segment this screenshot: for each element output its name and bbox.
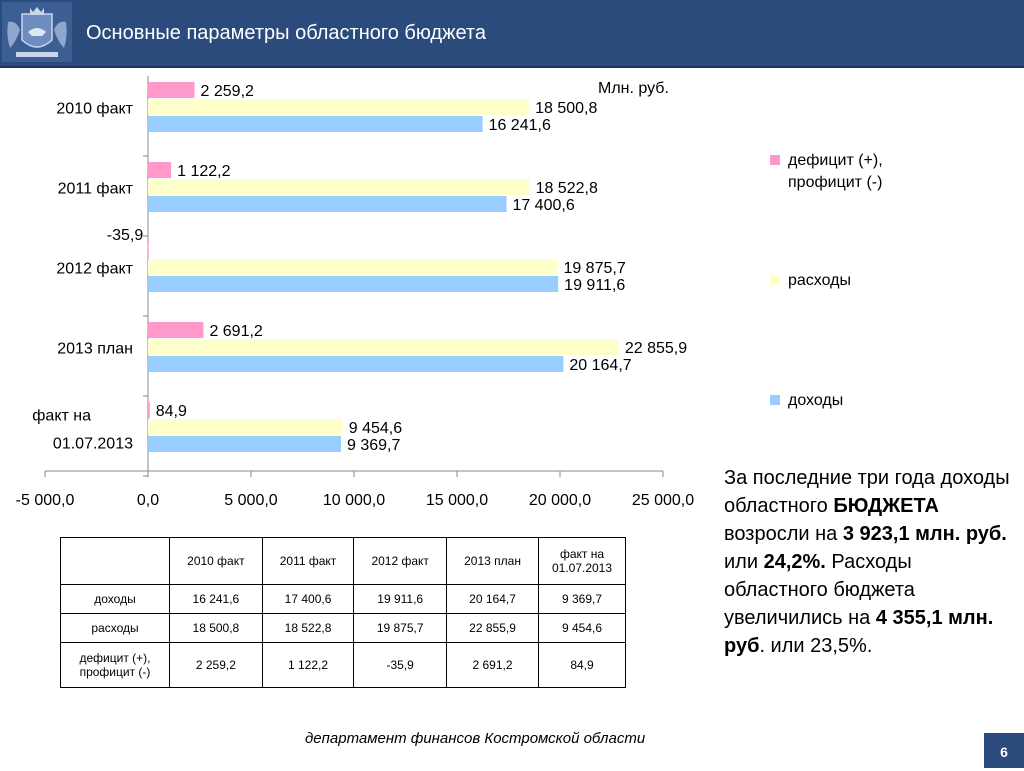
data-label: 17 400,6 xyxy=(512,197,574,214)
table-header-cell: факт на 01.07.2013 xyxy=(538,537,626,585)
summary-text-bold: 4 355,1 млн. руб xyxy=(724,607,994,657)
table-row: дефицит (+), профицит (-) 2 259,2 1 122,… xyxy=(60,642,626,688)
category-label: 2013 план xyxy=(57,341,133,358)
x-tick-label: 25 000,0 xyxy=(632,492,694,509)
table-header-cell: 2010 факт xyxy=(169,537,263,585)
data-label: 2 691,2 xyxy=(209,323,262,340)
x-tick-label: 0,0 xyxy=(137,492,159,509)
category-label: 2011 факт xyxy=(58,181,134,198)
header-bar: Основные параметры областного бюджета xyxy=(0,0,1024,68)
table-cell: 9 369,7 xyxy=(538,584,626,614)
bar-expenses xyxy=(148,179,530,195)
table-cell: 22 855,9 xyxy=(446,613,539,643)
bar-income xyxy=(148,196,507,212)
table-row: расходы 18 500,8 18 522,8 19 875,7 22 85… xyxy=(60,613,626,643)
bar-deficit xyxy=(148,322,204,338)
table-header-cell xyxy=(60,537,170,585)
table-cell: 2 259,2 xyxy=(169,642,263,688)
bar-income xyxy=(148,116,483,132)
legend-swatch-blue xyxy=(770,395,780,405)
data-label: 1 122,2 xyxy=(177,163,230,180)
table-cell: 17 400,6 xyxy=(261,584,355,614)
data-label: 19 911,6 xyxy=(564,277,625,294)
summary-text-part: или xyxy=(724,551,764,573)
x-tick-label: 20 000,0 xyxy=(529,492,591,509)
table-cell: -35,9 xyxy=(353,642,448,688)
bar-deficit xyxy=(147,242,149,258)
bar-expenses xyxy=(148,419,343,435)
footer-text: департамент финансов Костромской области xyxy=(305,730,646,747)
bar-deficit xyxy=(148,162,172,178)
legend-swatch-pink xyxy=(770,155,780,165)
x-tick-label: -5 000,0 xyxy=(16,492,75,509)
x-tick-label: 5 000,0 xyxy=(224,492,277,509)
data-label: 84,9 xyxy=(156,403,187,420)
table-header-row: 2010 факт 2011 факт 2012 факт 2013 план … xyxy=(60,537,626,585)
legend-swatch-yellow xyxy=(770,275,780,285)
chart-unit-label: Млн. руб. xyxy=(598,80,669,97)
table-cell: 19 911,6 xyxy=(353,584,448,614)
data-label: 9 369,7 xyxy=(347,437,400,454)
table-cell: дефицит (+), профицит (-) xyxy=(60,642,170,688)
x-tick-label: 15 000,0 xyxy=(426,492,488,509)
data-label: 20 164,7 xyxy=(569,357,631,374)
data-label: 9 454,6 xyxy=(349,420,402,437)
bar-income xyxy=(148,356,564,372)
data-label: 16 241,6 xyxy=(489,117,551,134)
bar-expenses xyxy=(148,259,558,275)
data-label: 22 855,9 xyxy=(625,340,687,357)
summary-text-bold: 24,2%. xyxy=(763,551,826,573)
summary-text-part: За последние три года доходы областного xyxy=(724,467,1010,517)
table-cell: доходы xyxy=(60,584,170,614)
page-number: 6 xyxy=(984,733,1024,768)
summary-text: За последние три года доходы областного … xyxy=(724,464,1014,660)
table-cell: 20 164,7 xyxy=(446,584,539,614)
table-cell: 84,9 xyxy=(538,642,626,688)
category-label: 2010 факт xyxy=(56,101,133,118)
table-cell: 18 522,8 xyxy=(261,613,355,643)
coat-of-arms-icon xyxy=(2,2,72,62)
bar-deficit xyxy=(148,402,150,418)
x-tick-label: 10 000,0 xyxy=(323,492,385,509)
category-label: 2012 факт xyxy=(56,261,133,278)
table-cell: расходы xyxy=(60,613,170,643)
table-header-cell: 2011 факт xyxy=(261,537,355,585)
bar-income xyxy=(148,436,342,452)
data-label: 18 500,8 xyxy=(535,100,597,117)
table-cell: 9 454,6 xyxy=(538,613,626,643)
table-cell: 2 691,2 xyxy=(446,642,539,688)
budget-bar-chart: -5 000,0 0,0 5 000,0 10 000,0 15 000,0 20 000… xyxy=(16,76,694,509)
bar-expenses xyxy=(148,339,619,355)
table-cell: 16 241,6 xyxy=(169,584,263,614)
bar-expenses xyxy=(148,99,530,115)
page-title: Основные параметры областного бюджета xyxy=(86,22,486,44)
legend-label-income: доходы xyxy=(788,392,844,409)
table-cell: 18 500,8 xyxy=(169,613,263,643)
data-label: 2 259,2 xyxy=(201,83,254,100)
legend-label-expenses: расходы xyxy=(788,272,851,289)
summary-text-bold: 3 923,1 млн. руб. xyxy=(842,523,1007,545)
budget-data-table: 2010 факт 2011 факт 2012 факт 2013 план … xyxy=(60,537,626,688)
table-cell: 19 875,7 xyxy=(353,613,448,643)
bar-deficit xyxy=(148,82,195,98)
table-header-cell: 2013 план xyxy=(446,537,539,585)
bar-income xyxy=(148,276,559,292)
data-label: 19 875,7 xyxy=(563,260,625,277)
table-row: доходы 16 241,6 17 400,6 19 911,6 20 164… xyxy=(60,584,626,614)
summary-text-part: возросли на xyxy=(724,523,843,545)
summary-text-part: Расходы областного бюджета увеличились н… xyxy=(724,551,915,629)
table-cell: 1 122,2 xyxy=(261,642,355,688)
category-label: 01.07.2013 xyxy=(53,436,133,453)
data-label: 18 522,8 xyxy=(536,180,598,197)
summary-text-part: . или 23,5%. xyxy=(759,635,873,657)
summary-text-bold: БЮДЖЕТА xyxy=(833,495,939,517)
legend-label-text: дефицит (+), профицит (-) xyxy=(788,152,883,191)
table-header-cell: 2012 факт xyxy=(353,537,448,585)
category-label: факт на xyxy=(32,408,91,425)
legend-label-deficit: дефицит (+), профицит (-) xyxy=(788,150,928,194)
data-label: -35,9 xyxy=(107,227,144,244)
